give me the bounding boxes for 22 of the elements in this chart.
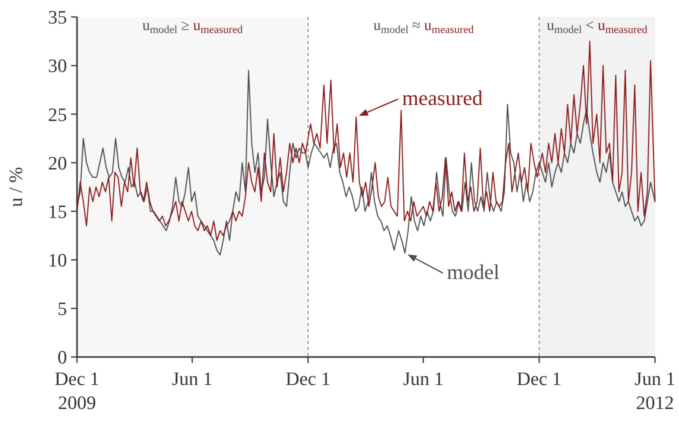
annotation: model <box>446 260 500 284</box>
line-series <box>76 70 656 256</box>
y-tick-label: 10 <box>48 250 67 272</box>
x-tick-label: Jun 1 <box>402 369 444 390</box>
annotation: u$_{model}$ ≈ u$_{measured}$ <box>373 18 474 36</box>
band-label: u$_{model}$ ≥ u$_{measured}$ <box>142 18 244 36</box>
x-tick-label: Dec 1 <box>286 369 330 390</box>
x-tick-label: Jun 1 2012 <box>634 369 676 414</box>
y-tick-label: 5 <box>58 299 67 320</box>
x-tick-label: Jun 1 <box>172 369 213 390</box>
x-tick-label: Dec 1 2009 <box>54 369 100 414</box>
line-series <box>76 40 656 241</box>
y-tick-label: 30 <box>48 56 67 78</box>
annotation: measured <box>402 86 484 110</box>
band-label: u$_{model}$ < u$_{measured}$ <box>546 18 648 36</box>
y-tick-label: 0 <box>58 348 67 369</box>
y-tick-label: 20 <box>48 153 67 174</box>
y-tick-label: 15 <box>48 202 67 223</box>
y-tick-label: 25 <box>48 104 67 126</box>
y-axis-title: u / % <box>6 166 27 208</box>
y-tick-label: 35 <box>48 8 67 29</box>
x-tick-label: Dec 1 <box>516 369 562 390</box>
